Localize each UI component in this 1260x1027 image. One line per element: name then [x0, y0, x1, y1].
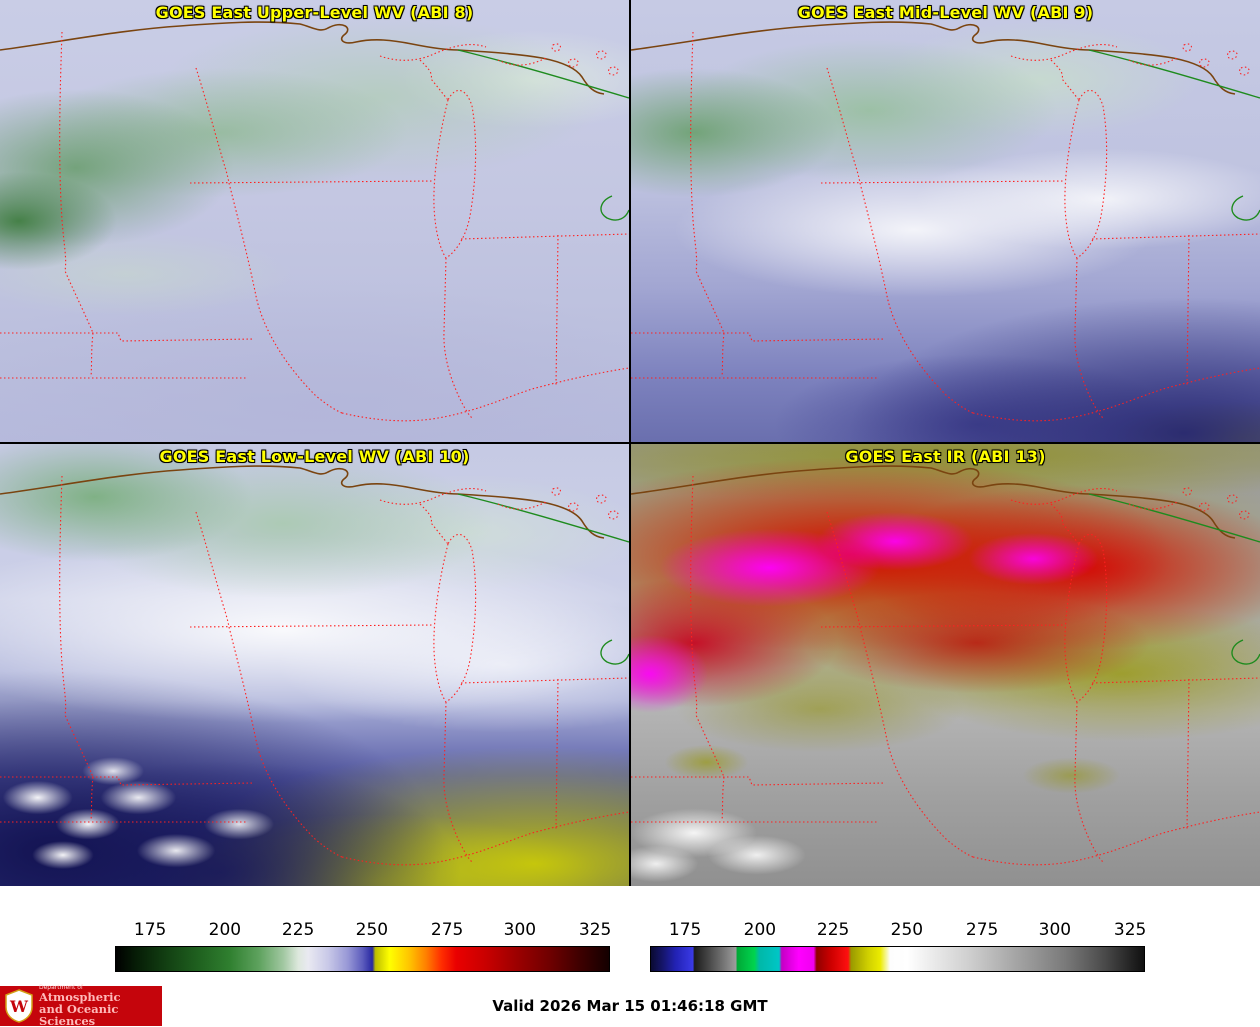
svg-text:W: W — [9, 997, 29, 1016]
colorbar-tick: 275 — [430, 920, 464, 940]
colorbar-tick: 300 — [503, 920, 537, 940]
panel-grid: GOES East Upper-Level WV (ABI 8) GOES Ea… — [0, 0, 1260, 886]
colorbar-section: 175 200 225 250 275 300 325 175 200 225 … — [0, 886, 1260, 985]
logo-line2: and Oceanic Sciences — [39, 1002, 119, 1027]
colorbar-tick: 225 — [816, 920, 850, 940]
colorbar-tick: 325 — [1113, 920, 1147, 940]
colorbar-tick: 275 — [965, 920, 999, 940]
state-boundaries-overlay — [0, 465, 629, 866]
ir-colorbar-gradient — [650, 946, 1145, 972]
colorbar-tick: 250 — [355, 920, 389, 940]
state-boundaries-overlay — [0, 21, 629, 422]
logo-dept-prefix: Department of — [39, 983, 83, 991]
panel-title-abi9: GOES East Mid-Level WV (ABI 9) — [797, 3, 1094, 22]
panel-title-abi10: GOES East Low-Level WV (ABI 10) — [159, 447, 470, 466]
state-boundaries-overlay — [631, 465, 1260, 866]
panel-upper-level-wv: GOES East Upper-Level WV (ABI 8) — [0, 0, 629, 442]
uw-crest-icon: W — [5, 989, 33, 1023]
ir-colorbar-ticks: 175 200 225 250 275 300 325 — [650, 920, 1147, 944]
ir-colorbar: 175 200 225 250 275 300 325 — [650, 920, 1147, 985]
colorbar-tick: 200 — [208, 920, 242, 940]
panel-low-level-wv: GOES East Low-Level WV (ABI 10) — [0, 444, 629, 886]
colorbar-tick: 300 — [1038, 920, 1072, 940]
panel-title-abi8: GOES East Upper-Level WV (ABI 8) — [155, 3, 474, 22]
panel-title-abi13: GOES East IR (ABI 13) — [845, 447, 1046, 466]
colorbar-tick: 200 — [743, 920, 777, 940]
colorbar-tick: 175 — [133, 920, 167, 940]
uw-aos-logo: W Department of Atmospheric and Oceanic … — [0, 983, 162, 1027]
panel-ir: GOES East IR (ABI 13) — [631, 444, 1260, 886]
valid-timestamp: Valid 2026 Mar 15 01:46:18 GMT — [492, 997, 768, 1015]
wv-colorbar-ticks: 175 200 225 250 275 300 325 — [115, 920, 612, 944]
panel-mid-level-wv: GOES East Mid-Level WV (ABI 9) — [631, 0, 1260, 442]
logo-line1: Atmospheric — [39, 990, 121, 1005]
state-boundaries-overlay — [631, 21, 1260, 422]
logo-text: Department of Atmospheric and Oceanic Sc… — [39, 983, 158, 1027]
wv-colorbar: 175 200 225 250 275 300 325 — [115, 920, 612, 985]
wv-colorbar-gradient — [115, 946, 610, 972]
colorbar-tick: 325 — [578, 920, 612, 940]
colorbar-tick: 250 — [890, 920, 924, 940]
footer: W Department of Atmospheric and Oceanic … — [0, 983, 1260, 1027]
colorbar-tick: 175 — [668, 920, 702, 940]
colorbar-tick: 225 — [281, 920, 315, 940]
